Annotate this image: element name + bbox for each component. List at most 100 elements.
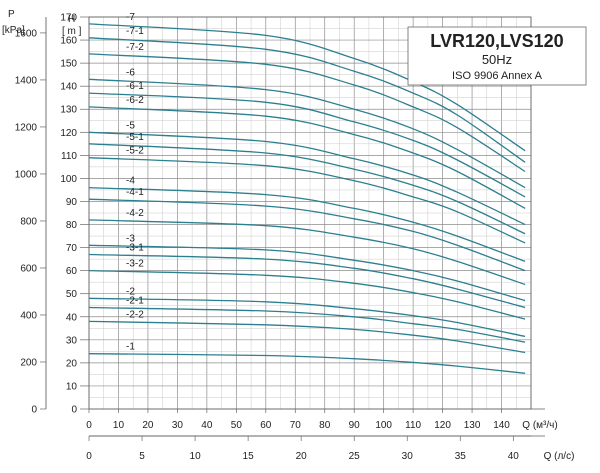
pressure-axis-unit: [kPa] bbox=[2, 25, 25, 36]
x-tick-label-m3h: 110 bbox=[405, 420, 421, 431]
curve-stage-4 bbox=[88, 186, 526, 263]
head-tick-label: 50 bbox=[66, 289, 78, 300]
curve-labels: -7 -7-1 -7-2 -6 -6-1 -6-2 -5-5-1 -5-2 -4-4-1 -4-2… bbox=[126, 12, 144, 353]
x-tick-label-m3h: 40 bbox=[201, 420, 213, 431]
pressure-tick-label: 1600 bbox=[15, 28, 38, 39]
head-tick-label: 30 bbox=[66, 335, 78, 346]
x-tick-label-ls: 25 bbox=[349, 451, 361, 462]
curve-stage-6 bbox=[88, 78, 526, 189]
head-tick-label: 70 bbox=[66, 243, 78, 254]
x-tick-label-ls: 0 bbox=[86, 451, 92, 462]
x-tick-label-m3h: 100 bbox=[375, 420, 392, 431]
curve-stage-7-2 bbox=[88, 53, 526, 173]
x-axis-label-ls: Q (л/с) bbox=[544, 451, 575, 462]
chart-standard: ISO 9906 Annex A bbox=[452, 70, 543, 82]
curve-label: -1 bbox=[126, 342, 135, 353]
x-tick-label-ls: 5 bbox=[139, 451, 145, 462]
curve-stage-5-2 bbox=[88, 157, 526, 244]
curve-label: -4-2 bbox=[126, 208, 144, 219]
pressure-tick-label: 400 bbox=[20, 310, 37, 321]
head-axis-label: H bbox=[68, 14, 75, 25]
head-tick-label: 150 bbox=[60, 59, 77, 70]
chart-title: LVR120,LVS120 bbox=[430, 31, 563, 51]
head-tick-label: 130 bbox=[60, 105, 77, 116]
curve-label: -5-2 bbox=[126, 146, 144, 157]
head-tick-label: 100 bbox=[60, 174, 77, 185]
pressure-axis-label: P bbox=[8, 9, 15, 20]
pressure-tick-label: 600 bbox=[20, 263, 37, 274]
curves bbox=[88, 23, 526, 374]
x-tick-label-ls: 15 bbox=[243, 451, 255, 462]
x-tick-label-ls: 10 bbox=[190, 451, 202, 462]
x-tick-label-m3h: 80 bbox=[319, 420, 331, 431]
axes: 0102030405060708090100110120130140150160… bbox=[15, 13, 545, 462]
curve-stage-3 bbox=[88, 244, 526, 302]
x-tick-label-m3h: 0 bbox=[86, 420, 92, 431]
curve-stage-3-2 bbox=[88, 269, 526, 320]
x-tick-label-m3h: 70 bbox=[290, 420, 302, 431]
curve-stage-3-1 bbox=[88, 253, 526, 309]
head-tick-label: 0 bbox=[71, 405, 77, 416]
curve-label: -5 bbox=[126, 120, 135, 131]
head-tick-label: 90 bbox=[66, 197, 78, 208]
curve-label: -4 bbox=[126, 176, 135, 187]
curve-label: -2-2 bbox=[126, 309, 144, 320]
curve-stage-1 bbox=[88, 353, 526, 374]
x-tick-label-m3h: 120 bbox=[434, 420, 451, 431]
pressure-tick-label: 800 bbox=[20, 216, 37, 227]
head-tick-label: 160 bbox=[60, 36, 77, 47]
curve-stage-5 bbox=[88, 131, 526, 226]
head-tick-label: 20 bbox=[66, 358, 78, 369]
head-tick-label: 110 bbox=[61, 151, 77, 162]
head-tick-label: 140 bbox=[60, 82, 77, 93]
curve-label: -3-1 bbox=[126, 243, 144, 254]
curve-stage-6-2 bbox=[88, 106, 526, 209]
x-tick-label-m3h: 20 bbox=[142, 420, 154, 431]
chart-subtitle: 50Hz bbox=[482, 52, 512, 67]
curve-stage-4-2 bbox=[88, 219, 526, 286]
curve-label: -7-2 bbox=[126, 42, 144, 53]
pressure-tick-label: 200 bbox=[20, 357, 37, 368]
head-tick-label: 10 bbox=[66, 381, 78, 392]
head-tick-label: 60 bbox=[66, 266, 78, 277]
curve-label: -2-1 bbox=[126, 296, 144, 307]
curve-label: -4-1 bbox=[126, 187, 144, 198]
pressure-tick-label: 1000 bbox=[15, 169, 38, 180]
curve-stage-7-1 bbox=[88, 37, 526, 163]
curve-label: -5-1 bbox=[126, 132, 144, 143]
plot-frame bbox=[88, 16, 532, 410]
curve-label: -7 bbox=[126, 12, 135, 23]
x-tick-label-m3h: 60 bbox=[260, 420, 272, 431]
curve-stage-2-2 bbox=[88, 320, 526, 354]
x-tick-label-m3h: 90 bbox=[349, 420, 361, 431]
curve-stage-2 bbox=[88, 297, 526, 338]
curve-stage-5-1 bbox=[88, 143, 526, 235]
curve-label: -3-2 bbox=[126, 259, 144, 270]
curve-stage-6-1 bbox=[88, 92, 526, 198]
head-tick-label: 80 bbox=[66, 220, 78, 231]
x-axis-label-m3h: Q (м³/ч) bbox=[522, 420, 557, 431]
pressure-tick-label: 1200 bbox=[15, 122, 38, 133]
x-tick-label-m3h: 10 bbox=[113, 420, 125, 431]
pressure-tick-label: 0 bbox=[31, 405, 37, 416]
head-tick-label: 40 bbox=[66, 312, 78, 323]
x-tick-label-ls: 30 bbox=[402, 451, 414, 462]
curve-label: -6 bbox=[126, 67, 135, 78]
x-tick-label-m3h: 50 bbox=[231, 420, 243, 431]
x-tick-label-m3h: 30 bbox=[172, 420, 184, 431]
title-box bbox=[407, 26, 587, 86]
curve-stage-4-1 bbox=[88, 198, 526, 272]
curve-label: -6-2 bbox=[126, 95, 144, 106]
curve-stage-7 bbox=[88, 23, 526, 152]
x-tick-label-ls: 20 bbox=[296, 451, 308, 462]
pressure-tick-label: 1400 bbox=[15, 75, 38, 86]
x-tick-label-ls: 40 bbox=[508, 451, 520, 462]
curve-stage-2-1 bbox=[88, 306, 526, 343]
head-tick-label: 170 bbox=[60, 13, 77, 24]
curve-label: -6-1 bbox=[126, 81, 144, 92]
curve-label: -2 bbox=[126, 286, 135, 297]
head-axis-unit: [ m ] bbox=[62, 26, 82, 37]
x-tick-label-ls: 35 bbox=[455, 451, 467, 462]
curve-label: -3 bbox=[126, 233, 135, 244]
